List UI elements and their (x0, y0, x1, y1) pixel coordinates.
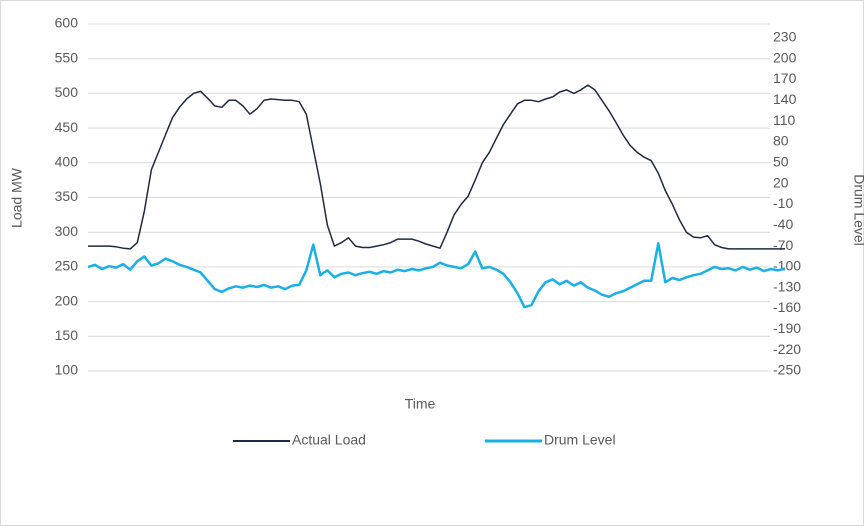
y-tick-label: 500 (55, 84, 79, 100)
y-axis-title: Load MW (9, 167, 25, 228)
y2-tick-label: -190 (773, 320, 801, 336)
y2-tick-label: 230 (773, 29, 797, 45)
y-tick-label: 400 (55, 154, 79, 170)
y2-tick-label: 110 (773, 112, 796, 128)
y-tick-label: 600 (55, 15, 79, 31)
legend-label: Actual Load (292, 432, 366, 448)
y-tick-label: 550 (55, 49, 79, 65)
y2-tick-label: 80 (773, 133, 789, 149)
line-series (88, 84, 785, 250)
y2-tick-label: 20 (773, 174, 789, 190)
y-tick-label: 450 (55, 119, 79, 135)
y2-tick-label: -250 (773, 362, 801, 378)
y2-tick-label: -220 (773, 341, 801, 357)
y-tick-label: 200 (55, 292, 79, 308)
y2-tick-label: -130 (773, 278, 801, 294)
y-tick-label: 150 (55, 327, 79, 343)
line-series (87, 242, 786, 309)
legend-label: Drum Level (544, 432, 616, 448)
y-tick-label: 300 (55, 223, 79, 239)
y2-tick-label: -10 (773, 195, 793, 211)
y2-tick-label: 170 (773, 70, 797, 86)
y-tick-label: 350 (55, 188, 79, 204)
y2-tick-label: 200 (773, 49, 797, 65)
y2-tick-label: -40 (773, 216, 793, 232)
y2-tick-label: 50 (773, 154, 789, 170)
y2-tick-label: -160 (773, 299, 801, 315)
y-tick-label: 250 (55, 258, 79, 274)
x-axis-title: Time (405, 396, 436, 412)
y2-axis-title: Drum Level (851, 174, 864, 246)
y2-tick-label: -70 (773, 237, 793, 253)
y-tick-label: 100 (55, 362, 79, 378)
y2-tick-label: 140 (773, 91, 797, 107)
